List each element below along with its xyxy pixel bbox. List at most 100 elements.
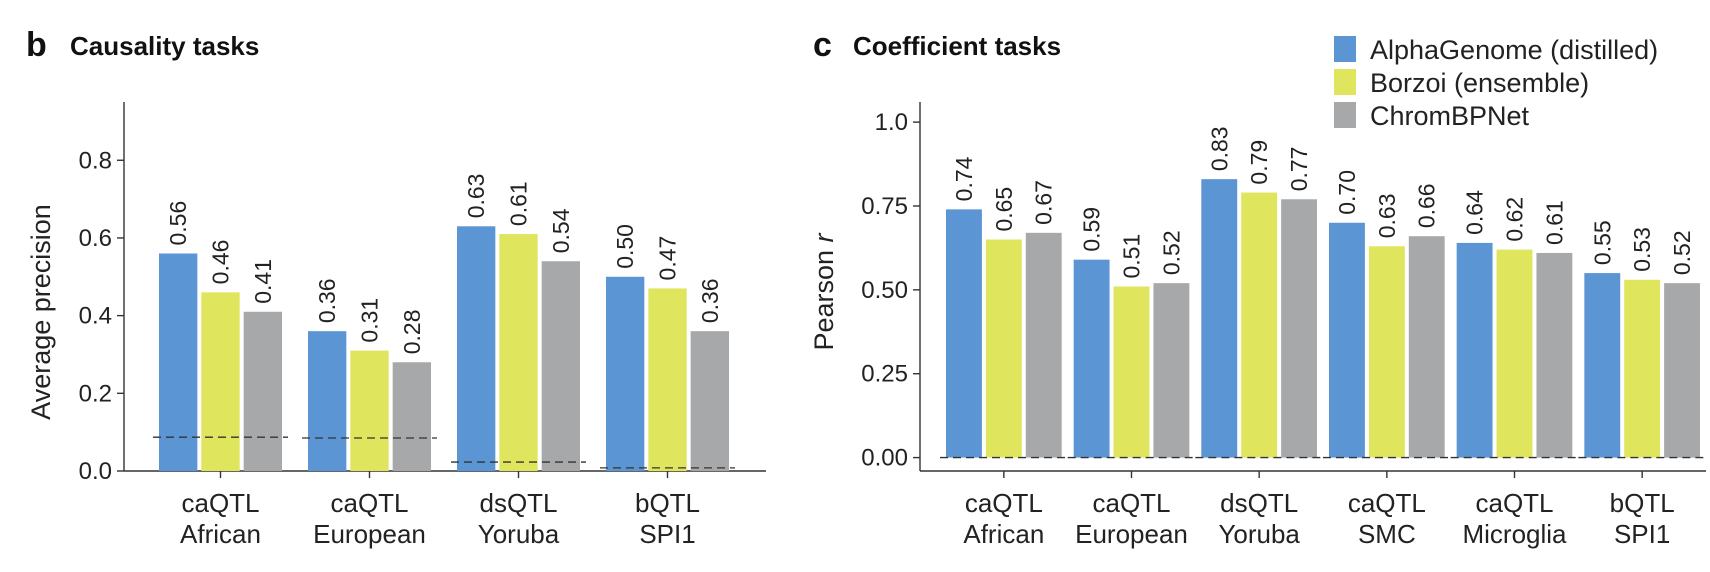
data-label: 0.59 xyxy=(1079,207,1105,252)
y-tick-label: 1.0 xyxy=(875,109,908,136)
data-label: 0.52 xyxy=(1158,230,1184,275)
category-label: Yoruba xyxy=(478,519,560,549)
bar-borzoi xyxy=(1113,286,1150,458)
y-tick-label: 0.8 xyxy=(79,147,112,174)
category-label: dsQTL xyxy=(479,488,557,518)
data-label: 0.63 xyxy=(1374,193,1400,238)
y-axis-title-c-italic: r xyxy=(809,232,839,242)
data-label: 0.65 xyxy=(991,187,1017,232)
data-label: 0.66 xyxy=(1414,183,1440,228)
category-label: dsQTL xyxy=(1220,488,1298,518)
bar-chrombpnet xyxy=(243,311,282,471)
data-label: 0.52 xyxy=(1669,230,1695,275)
category-label: caQTL xyxy=(181,488,259,518)
bar-borzoi xyxy=(1241,192,1278,458)
category-label: bQTL xyxy=(635,488,700,518)
bar-alphagenome xyxy=(159,253,198,471)
chart-causality: Average precision 0.0 0.2 0.4 0.6 0.8 0.56 0.4… xyxy=(26,102,766,549)
y-tick-label: 0.25 xyxy=(861,361,908,388)
data-label: 0.56 xyxy=(165,201,191,246)
bar-chrombpnet xyxy=(1153,283,1190,458)
y-axis-title-c-text: Pearson xyxy=(809,242,839,350)
category-label: SMC xyxy=(1358,519,1416,549)
category-label: European xyxy=(313,519,426,549)
data-label: 0.50 xyxy=(612,224,638,269)
data-label: 0.47 xyxy=(655,236,681,281)
bar-alphagenome xyxy=(1073,259,1110,458)
y-tick-label: 0.00 xyxy=(861,445,908,472)
y-axis-title-c: Pearson r xyxy=(809,232,839,350)
panel-c-title: Coefficient tasks xyxy=(853,31,1061,61)
bar-alphagenome xyxy=(946,209,982,458)
data-label: 0.83 xyxy=(1206,126,1232,171)
category-label: caQTL xyxy=(1475,488,1553,518)
bar-chrombpnet xyxy=(1408,236,1445,458)
data-label: 0.64 xyxy=(1462,190,1488,235)
bar-chrombpnet xyxy=(1025,232,1062,458)
category-label: caQTL xyxy=(330,488,408,518)
data-label: 0.53 xyxy=(1629,227,1655,272)
legend-label-chrombpnet: ChromBPNet xyxy=(1370,101,1530,131)
y-tick-label: 0.75 xyxy=(861,193,908,220)
bar-chrombpnet xyxy=(541,261,580,471)
bar-alphagenome xyxy=(1456,242,1493,458)
category-label: European xyxy=(1075,519,1188,549)
category-label: African xyxy=(963,519,1044,549)
bar-chrombpnet xyxy=(1536,252,1573,458)
data-label: 0.28 xyxy=(399,309,425,354)
data-label: 0.79 xyxy=(1246,140,1272,185)
bar-borzoi xyxy=(648,288,687,471)
data-label: 0.63 xyxy=(463,174,489,219)
bar-borzoi xyxy=(201,292,240,471)
data-label: 0.46 xyxy=(208,240,234,285)
data-label: 0.62 xyxy=(1502,197,1528,242)
bar-borzoi xyxy=(1496,249,1533,458)
data-label: 0.74 xyxy=(951,156,977,201)
bar-borzoi xyxy=(1624,279,1661,458)
data-label: 0.41 xyxy=(250,259,276,304)
y-axis-title-b: Average precision xyxy=(26,204,56,420)
bar-chrombpnet xyxy=(1664,283,1700,458)
data-label: 0.36 xyxy=(314,278,340,323)
category-label: caQTL xyxy=(1092,488,1170,518)
legend: AlphaGenome (distilled) Borzoi (ensemble… xyxy=(1334,35,1658,131)
legend-swatch-alphagenome xyxy=(1334,36,1356,62)
data-label: 0.61 xyxy=(1541,200,1567,245)
data-label: 0.54 xyxy=(548,208,574,253)
y-tick-label: 0.50 xyxy=(861,277,908,304)
bar-alphagenome xyxy=(1201,179,1238,458)
y-tick-label: 0.6 xyxy=(79,225,112,252)
category-label: Yoruba xyxy=(1218,519,1300,549)
category-label: caQTL xyxy=(965,488,1043,518)
data-label: 0.61 xyxy=(506,181,532,226)
chart-coefficient: Pearson r 0.00 0.25 0.50 0.75 1.0 0.74 0.65 0.6… xyxy=(809,102,1706,549)
category-label: caQTL xyxy=(1348,488,1426,518)
legend-label-borzoi: Borzoi (ensemble) xyxy=(1370,68,1589,98)
panel-c-letter: c xyxy=(813,26,832,64)
data-label: 0.51 xyxy=(1119,234,1145,279)
bar-borzoi xyxy=(350,350,389,471)
y-tick-label: 0.4 xyxy=(79,303,112,330)
panel-b-title: Causality tasks xyxy=(70,31,259,61)
bar-borzoi xyxy=(985,239,1022,458)
bar-chrombpnet xyxy=(392,362,431,471)
legend-label-alphagenome: AlphaGenome (distilled) xyxy=(1370,35,1658,65)
bar-borzoi xyxy=(499,234,538,471)
bar-alphagenome xyxy=(1329,222,1365,458)
category-label: SPI1 xyxy=(639,519,695,549)
panel-c-header: c Coefficient tasks xyxy=(813,26,1061,64)
data-label: 0.67 xyxy=(1031,180,1057,225)
data-label: 0.36 xyxy=(697,278,723,323)
data-label: 0.55 xyxy=(1589,220,1615,265)
data-label: 0.31 xyxy=(357,298,383,343)
category-label: bQTL xyxy=(1610,488,1675,518)
category-label: African xyxy=(180,519,261,549)
bar-alphagenome xyxy=(308,331,347,471)
category-label: Microglia xyxy=(1462,519,1567,549)
bar-chrombpnet xyxy=(690,331,729,471)
bar-alphagenome xyxy=(457,226,496,471)
bar-borzoi xyxy=(1368,246,1405,458)
panel-b-header: b Causality tasks xyxy=(26,26,259,64)
legend-swatch-borzoi xyxy=(1334,69,1356,95)
category-label: SPI1 xyxy=(1614,519,1670,549)
